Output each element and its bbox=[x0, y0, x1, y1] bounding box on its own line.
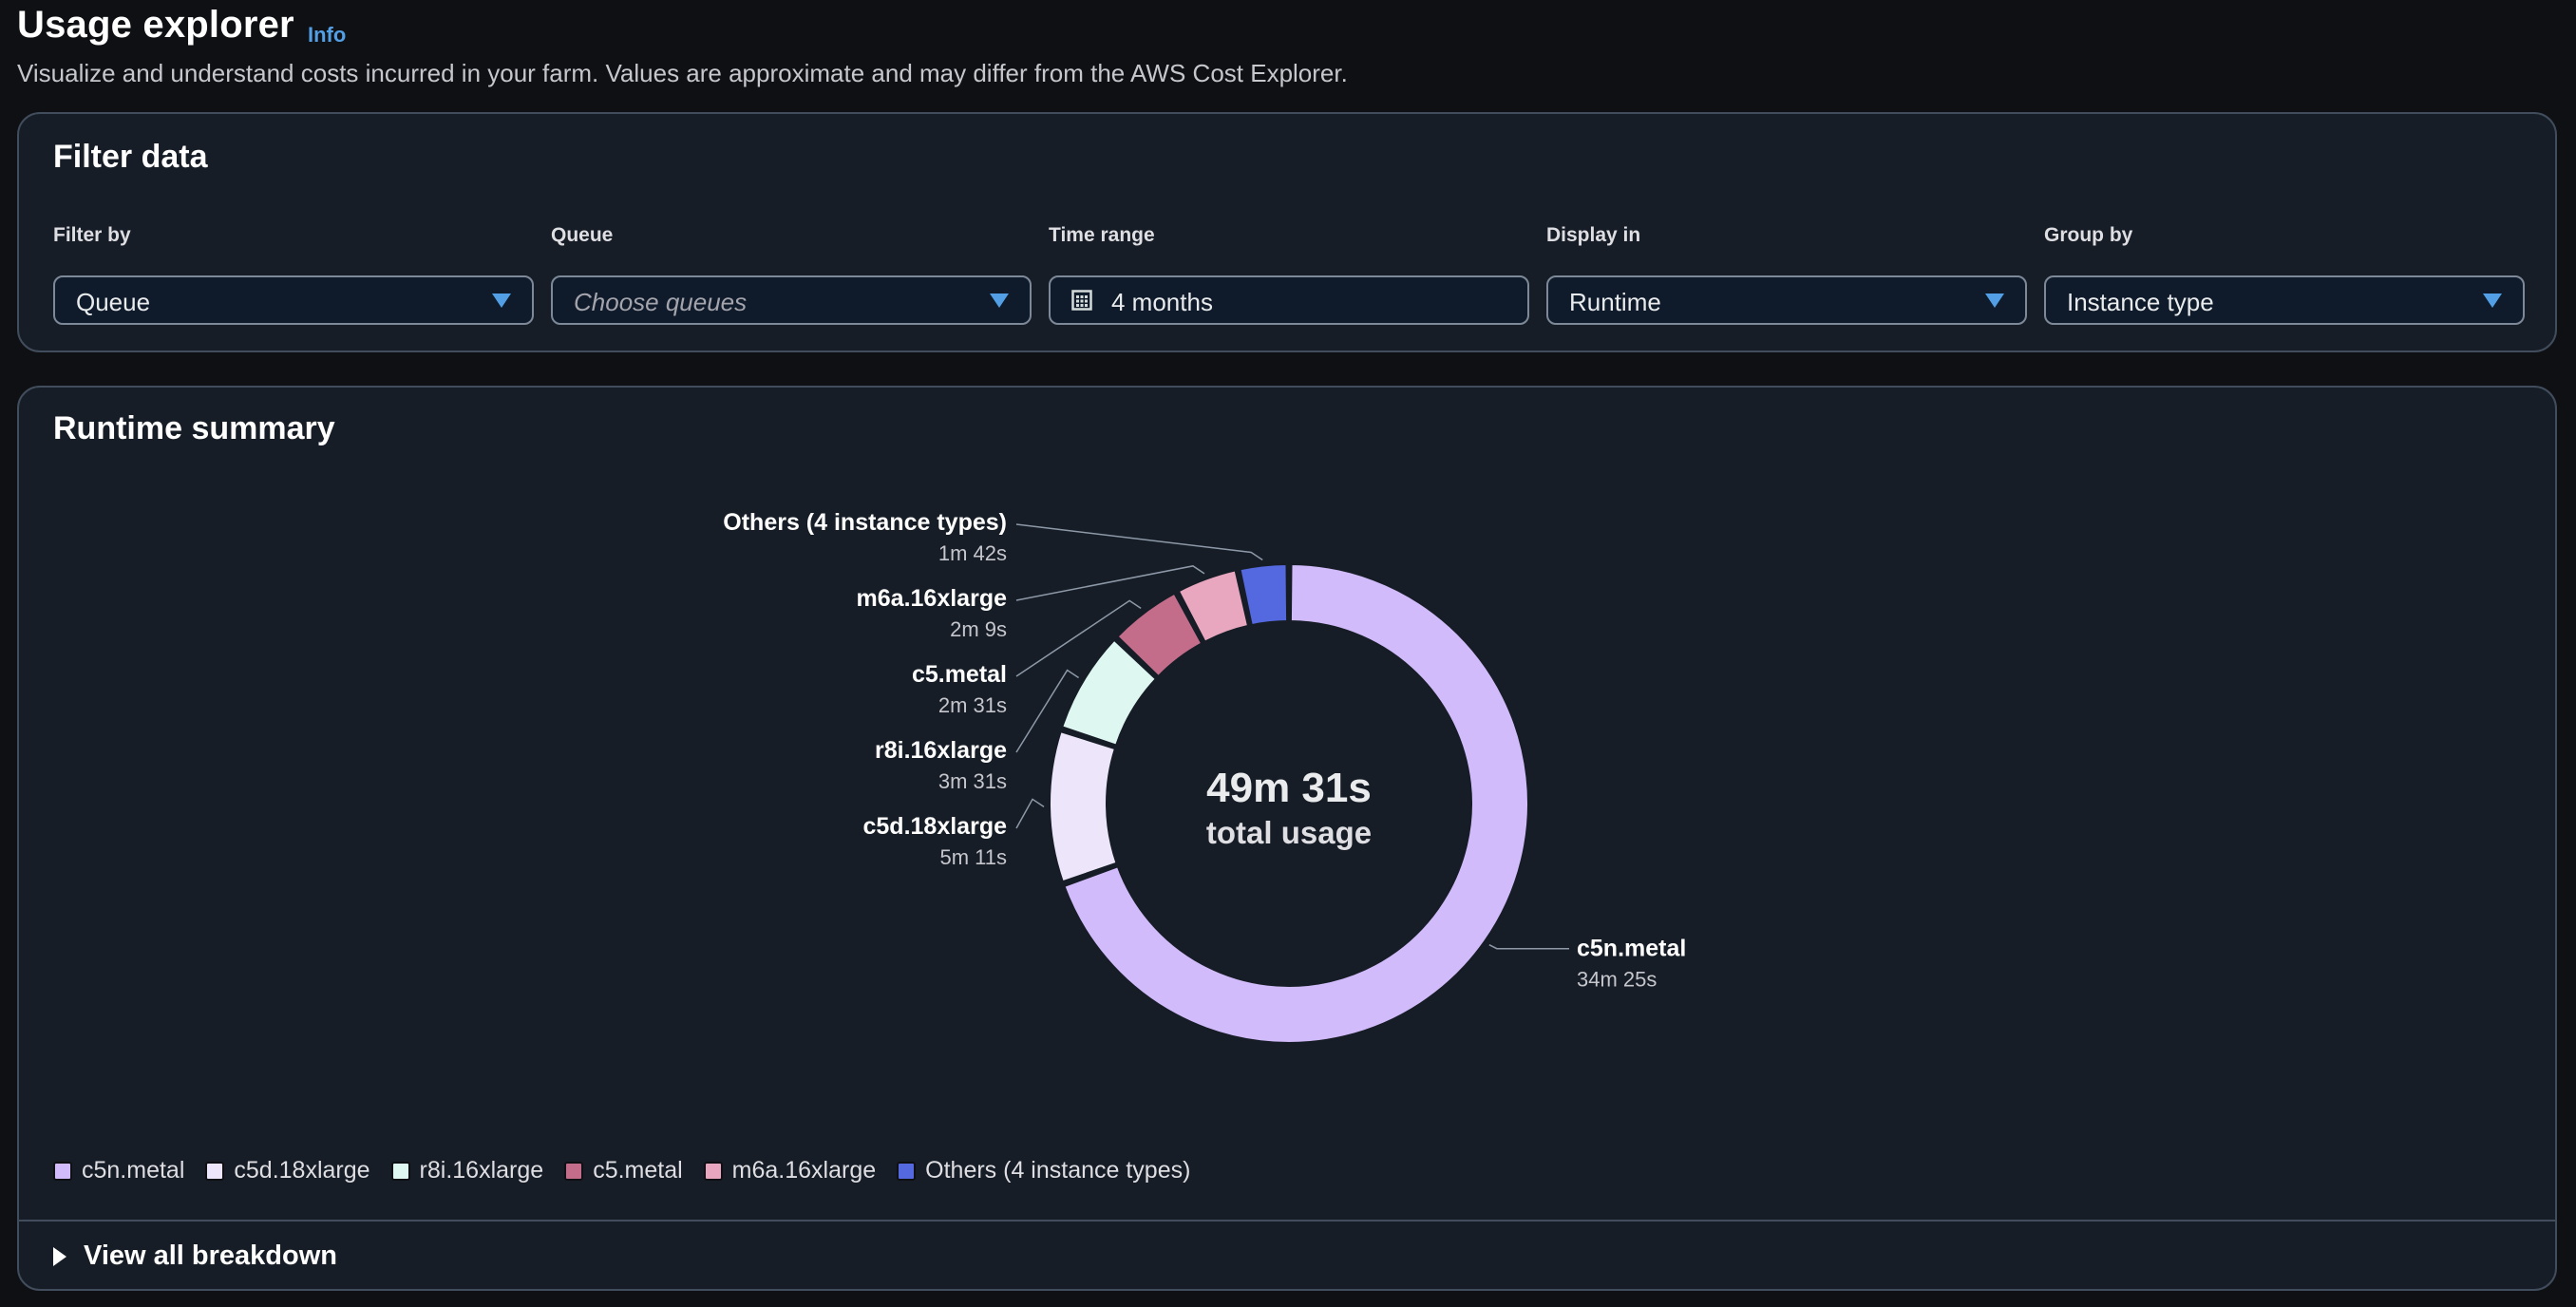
slice-value-label: 3m 31s bbox=[938, 769, 1007, 793]
summary-panel-title: Runtime summary bbox=[53, 410, 335, 446]
caret-down-icon bbox=[2483, 294, 2502, 308]
page-title: Usage explorer bbox=[17, 4, 294, 46]
filter-by-select[interactable]: Queue bbox=[53, 275, 534, 325]
time-range-label: Time range bbox=[1049, 224, 1155, 246]
chart-legend: c5n.metal c5d.18xlarge r8i.16xlarge c5.meta… bbox=[53, 1157, 1211, 1184]
caret-down-icon bbox=[492, 294, 511, 308]
slice-value-label: 2m 9s bbox=[950, 617, 1007, 641]
legend-swatch bbox=[564, 1161, 584, 1181]
group-by-select[interactable]: Instance type bbox=[2044, 275, 2525, 325]
donut-slice[interactable] bbox=[1061, 638, 1157, 747]
legend-label: c5d.18xlarge bbox=[234, 1157, 370, 1184]
group-by-value: Instance type bbox=[2067, 288, 2214, 316]
filter-panel-title: Filter data bbox=[53, 139, 208, 175]
slice-value-label: 2m 31s bbox=[938, 693, 1007, 717]
legend-label: r8i.16xlarge bbox=[419, 1157, 544, 1184]
divider bbox=[19, 1220, 2555, 1222]
legend-item[interactable]: c5.metal bbox=[564, 1157, 683, 1184]
display-in-value: Runtime bbox=[1569, 288, 1661, 316]
total-usage-label: total usage bbox=[1206, 815, 1372, 850]
legend-swatch bbox=[205, 1161, 225, 1181]
view-all-breakdown-label: View all breakdown bbox=[84, 1241, 338, 1271]
caret-down-icon bbox=[990, 294, 1009, 308]
legend-item[interactable]: r8i.16xlarge bbox=[390, 1157, 544, 1184]
calendar-icon bbox=[1071, 290, 1092, 311]
donut-slice[interactable] bbox=[1049, 730, 1118, 883]
legend-item[interactable]: m6a.16xlarge bbox=[703, 1157, 877, 1184]
legend-item[interactable]: Others (4 instance types) bbox=[897, 1157, 1190, 1184]
slice-name-label: Others (4 instance types) bbox=[723, 509, 1007, 536]
legend-label: Others (4 instance types) bbox=[925, 1157, 1191, 1184]
legend-label: c5n.metal bbox=[82, 1157, 185, 1184]
queue-label: Queue bbox=[551, 224, 614, 246]
time-range-value: 4 months bbox=[1111, 288, 1213, 316]
slice-value-label: 5m 11s bbox=[939, 845, 1007, 869]
donut-slice[interactable] bbox=[1239, 563, 1289, 627]
filter-data-panel: Filter data Filter by Queue Queue Choose… bbox=[17, 112, 2557, 352]
legend-swatch bbox=[897, 1161, 917, 1181]
slice-name-label: c5n.metal bbox=[1577, 936, 1686, 962]
filter-by-label: Filter by bbox=[53, 224, 131, 246]
slice-value-label: 34m 25s bbox=[1577, 968, 1657, 992]
display-in-select[interactable]: Runtime bbox=[1546, 275, 2027, 325]
page-description: Visualize and understand costs incurred … bbox=[17, 59, 1348, 87]
legend-label: m6a.16xlarge bbox=[731, 1157, 877, 1184]
legend-swatch bbox=[53, 1161, 72, 1181]
donut-slice[interactable] bbox=[1177, 569, 1249, 643]
queue-placeholder: Choose queues bbox=[574, 288, 748, 316]
queue-select[interactable]: Choose queues bbox=[551, 275, 1032, 325]
info-link[interactable]: Info bbox=[308, 23, 347, 47]
donut-slice[interactable] bbox=[1116, 592, 1203, 678]
caret-right-icon bbox=[53, 1246, 66, 1266]
donut-slice[interactable] bbox=[1063, 563, 1529, 1044]
view-all-breakdown-toggle[interactable]: View all breakdown bbox=[53, 1241, 337, 1272]
slice-name-label: m6a.16xlarge bbox=[857, 585, 1008, 612]
donut-chart: c5n.metal 34m 25s c5d.18xlarge 5m 11s r8i.16… bbox=[723, 509, 1686, 1044]
runtime-summary-panel: Runtime summary c5n.metal 34m 25s c5d.18xl… bbox=[17, 386, 2557, 1291]
legend-label: c5.metal bbox=[593, 1157, 683, 1184]
slice-name-label: c5.metal bbox=[912, 661, 1007, 688]
legend-item[interactable]: c5n.metal bbox=[53, 1157, 184, 1184]
slice-value-label: 1m 42s bbox=[938, 541, 1007, 565]
time-range-picker[interactable]: 4 months bbox=[1049, 275, 1529, 325]
display-in-label: Display in bbox=[1546, 224, 1641, 246]
total-usage-value: 49m 31s bbox=[1206, 765, 1372, 811]
legend-swatch bbox=[390, 1161, 410, 1181]
caret-down-icon bbox=[1985, 294, 2004, 308]
legend-item[interactable]: c5d.18xlarge bbox=[205, 1157, 370, 1184]
filter-by-value: Queue bbox=[76, 288, 151, 316]
legend-swatch bbox=[703, 1161, 723, 1181]
slice-name-label: r8i.16xlarge bbox=[875, 737, 1007, 764]
slice-name-label: c5d.18xlarge bbox=[863, 813, 1008, 840]
group-by-label: Group by bbox=[2044, 224, 2133, 246]
